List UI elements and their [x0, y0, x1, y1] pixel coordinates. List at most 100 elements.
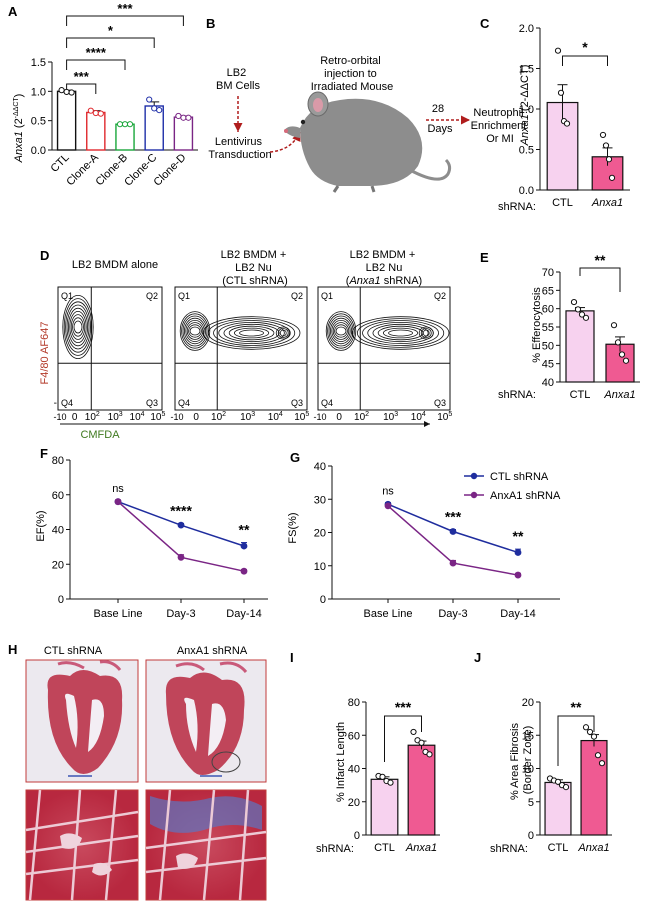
- contour-line: [65, 301, 91, 353]
- x-tick-label-neg: -10: [313, 412, 326, 422]
- significance-bracket: [66, 37, 155, 48]
- panel-d-title-1: LB2 BMDM alone: [72, 259, 158, 271]
- contour-line: [279, 329, 287, 337]
- panel-b-schematic: LB2 BM Cells Lentivirus Transduction Ret…: [208, 55, 526, 193]
- data-point: [602, 142, 610, 149]
- x-tick-label: CTL: [570, 389, 591, 401]
- panel-g-chart: FS(%) CTL shRNA AnxA1 shRNA 0 10 20 30 40 Bas…: [287, 461, 561, 620]
- data-point: [151, 105, 158, 112]
- bar-anxa1: [580, 739, 608, 836]
- data-point: [418, 739, 425, 746]
- quadrant-label-q1: Q1: [178, 291, 190, 301]
- data-point: [514, 549, 522, 556]
- data-point: [610, 322, 618, 329]
- data-point: [384, 502, 392, 510]
- contour-line: [213, 320, 290, 346]
- quadrant-label-q4: Q4: [321, 398, 333, 408]
- contour-line: [183, 317, 206, 345]
- significance-bracket: [384, 715, 422, 762]
- x-tick-label-neg: -10: [53, 412, 66, 422]
- panel-letter-h: H: [8, 642, 17, 657]
- y-tick-label: 70: [542, 267, 554, 279]
- panel-letter-j: J: [474, 650, 481, 665]
- x-tick-label: Anxa1: [603, 389, 635, 401]
- quadrant-label-q1: Q1: [321, 291, 333, 301]
- panel-e-shrna-label: shRNA:: [498, 389, 536, 401]
- data-point: [449, 528, 457, 535]
- x-tick-label: 102: [354, 411, 369, 423]
- significance-label: ns: [382, 486, 394, 498]
- contour-line: [228, 325, 275, 341]
- y-tick-label: 1.0: [31, 86, 46, 98]
- data-point: [622, 357, 630, 364]
- contour-line: [328, 315, 354, 347]
- panel-g-ylabel: FS(%): [287, 512, 299, 543]
- x-tick-label: Day-3: [438, 608, 467, 620]
- contour-line: [418, 326, 434, 340]
- y-tick-label: 20: [314, 528, 326, 540]
- data-point: [92, 109, 99, 117]
- significance-bracket: [66, 15, 184, 26]
- x-tick-label: 103: [108, 411, 123, 423]
- data-point: [554, 778, 562, 785]
- data-point: [570, 298, 578, 306]
- contour-line: [69, 310, 87, 343]
- contour-line: [66, 304, 90, 350]
- panel-d-title-2: LB2 BMDM + LB2 Nu (CTL shRNA): [221, 249, 290, 287]
- significance-label: ***: [445, 509, 462, 525]
- legend-ctl-shrna: CTL shRNA: [490, 471, 549, 483]
- data-point: [97, 110, 104, 117]
- y-tick-label: 20: [522, 697, 534, 709]
- contour-line: [362, 320, 439, 346]
- y-tick-label: 1.0: [519, 104, 534, 116]
- x-tick-label: 102: [85, 411, 100, 423]
- contour-line: [332, 322, 350, 340]
- quadrant-label-q2: Q2: [434, 291, 446, 301]
- panel-a-significance: ***********: [66, 1, 184, 94]
- data-point: [598, 760, 606, 767]
- contour-line: [70, 314, 86, 340]
- x-tick-label: Day-14: [226, 608, 261, 620]
- x-tick-label: 104: [130, 411, 145, 423]
- data-point: [175, 112, 182, 120]
- data-point: [554, 47, 562, 54]
- panel-d-ylabel: F4/80 AF647: [39, 322, 51, 385]
- contour-line: [331, 319, 351, 342]
- y-tick-label: 80: [348, 697, 360, 709]
- data-point: [426, 751, 433, 758]
- contour-line: [239, 329, 264, 337]
- contour-line: [233, 327, 270, 339]
- contour-line: [223, 323, 280, 343]
- contour-line: [207, 318, 296, 348]
- y-tick-label: 0.0: [31, 145, 46, 157]
- y-tick-label: 60: [542, 304, 554, 316]
- panel-d-flow: LB2 BMDM alone LB2 BMDM + LB2 Nu (CTL sh…: [39, 249, 452, 441]
- data-point: [614, 339, 622, 346]
- panel-d-title-3c: (Anxa1 shRNA): [346, 275, 422, 287]
- x-tick-label-neg: -10: [170, 412, 183, 422]
- data-point: [574, 306, 582, 313]
- data-point: [586, 728, 594, 736]
- data-point: [87, 107, 94, 114]
- y-tick-label: 60: [348, 730, 360, 742]
- panel-i-ylabel: % Infarct Length: [335, 722, 347, 802]
- quadrant-label-q2: Q2: [291, 291, 303, 301]
- y-tick-label: 1.5: [519, 64, 534, 76]
- y-tick-label: 10: [314, 561, 326, 573]
- x-tick-label: 104: [268, 411, 283, 423]
- y-tick-label: 10: [522, 764, 534, 776]
- data-point: [58, 87, 65, 94]
- y-tick-label: 0: [320, 594, 326, 606]
- significance-bracket: [557, 715, 595, 766]
- y-tick-label: 0: [528, 830, 534, 842]
- x-tick-label: CTL: [548, 842, 569, 854]
- y-tick-label: 20: [348, 797, 360, 809]
- bar-clone-b: [115, 123, 135, 151]
- panel-d-plots: Q1 Q2 Q3 Q4 Q1 Q2 Q3 Q4 Q1 Q2 Q3 Q4: [57, 286, 451, 411]
- bar-clone-a: [86, 111, 106, 151]
- y-tick-label: 45: [542, 359, 554, 371]
- contour-line: [335, 326, 347, 336]
- y-tick-label: 60: [52, 490, 64, 502]
- data-point: [578, 311, 586, 318]
- bar-ctl: [56, 90, 77, 151]
